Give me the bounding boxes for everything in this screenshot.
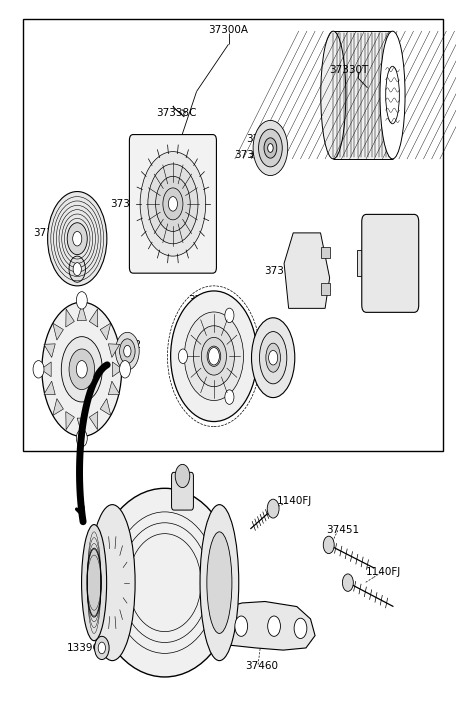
- Bar: [320, 283, 329, 294]
- Text: 37334: 37334: [234, 150, 267, 159]
- Polygon shape: [66, 411, 74, 430]
- Circle shape: [76, 430, 87, 447]
- Ellipse shape: [386, 66, 399, 124]
- Circle shape: [67, 222, 87, 254]
- Circle shape: [163, 188, 183, 220]
- Circle shape: [120, 361, 131, 378]
- Circle shape: [225, 390, 234, 404]
- Bar: [333, 31, 393, 159]
- Circle shape: [175, 465, 190, 488]
- Circle shape: [323, 537, 334, 553]
- Polygon shape: [108, 344, 120, 358]
- Ellipse shape: [184, 312, 244, 401]
- Circle shape: [33, 361, 44, 378]
- Text: 37300A: 37300A: [208, 25, 249, 35]
- Polygon shape: [100, 323, 111, 340]
- Ellipse shape: [380, 31, 405, 159]
- Ellipse shape: [170, 291, 257, 422]
- Circle shape: [61, 337, 102, 402]
- Circle shape: [69, 349, 95, 390]
- Text: 37342: 37342: [108, 340, 141, 350]
- Circle shape: [168, 196, 177, 211]
- Ellipse shape: [81, 525, 106, 640]
- Ellipse shape: [90, 505, 135, 661]
- Circle shape: [235, 616, 248, 636]
- Text: 37332: 37332: [246, 134, 279, 143]
- Ellipse shape: [42, 302, 122, 436]
- FancyBboxPatch shape: [362, 214, 419, 313]
- Polygon shape: [89, 309, 98, 327]
- Circle shape: [259, 129, 282, 167]
- Circle shape: [268, 144, 273, 153]
- Circle shape: [69, 256, 85, 282]
- FancyBboxPatch shape: [171, 473, 193, 510]
- Polygon shape: [284, 233, 329, 308]
- Text: 37311E: 37311E: [33, 228, 73, 238]
- Polygon shape: [44, 381, 55, 395]
- Circle shape: [124, 345, 131, 357]
- Text: 1140FJ: 1140FJ: [366, 567, 401, 577]
- Circle shape: [264, 138, 277, 158]
- Circle shape: [98, 642, 106, 654]
- Circle shape: [73, 231, 82, 246]
- Circle shape: [48, 191, 107, 286]
- Circle shape: [140, 152, 206, 256]
- Polygon shape: [108, 381, 120, 395]
- Circle shape: [73, 262, 81, 276]
- Ellipse shape: [207, 346, 221, 366]
- Ellipse shape: [94, 489, 235, 677]
- Polygon shape: [89, 411, 98, 430]
- Circle shape: [76, 361, 87, 378]
- Bar: [320, 246, 329, 258]
- Circle shape: [253, 121, 288, 175]
- Polygon shape: [53, 323, 64, 340]
- Bar: [23, 19, 443, 451]
- Text: 37340: 37340: [72, 324, 105, 334]
- Polygon shape: [66, 309, 74, 327]
- Ellipse shape: [202, 337, 227, 375]
- Circle shape: [120, 339, 135, 364]
- Circle shape: [269, 350, 278, 365]
- Circle shape: [268, 616, 281, 636]
- Ellipse shape: [266, 343, 281, 372]
- Circle shape: [294, 618, 307, 638]
- Ellipse shape: [260, 332, 287, 384]
- Ellipse shape: [321, 31, 346, 159]
- Text: 37390B: 37390B: [366, 244, 406, 254]
- Text: 1339GB: 1339GB: [67, 643, 109, 653]
- Ellipse shape: [87, 548, 101, 617]
- FancyBboxPatch shape: [129, 134, 217, 273]
- Text: 37330T: 37330T: [329, 65, 369, 75]
- Polygon shape: [77, 418, 86, 435]
- Bar: [357, 250, 367, 276]
- Text: 1140FJ: 1140FJ: [277, 497, 312, 507]
- Circle shape: [178, 349, 187, 364]
- Circle shape: [267, 499, 279, 518]
- Polygon shape: [44, 344, 55, 358]
- Ellipse shape: [193, 326, 234, 387]
- Polygon shape: [100, 398, 111, 416]
- Circle shape: [76, 292, 87, 309]
- Text: 37367E: 37367E: [188, 295, 228, 305]
- Polygon shape: [77, 304, 86, 321]
- Circle shape: [116, 332, 139, 370]
- Text: 37338C: 37338C: [156, 108, 197, 119]
- Circle shape: [155, 176, 190, 231]
- Ellipse shape: [200, 505, 239, 661]
- Polygon shape: [53, 398, 64, 416]
- Text: 37460: 37460: [245, 661, 278, 671]
- Polygon shape: [41, 362, 51, 377]
- Polygon shape: [213, 601, 315, 650]
- Circle shape: [225, 308, 234, 323]
- Circle shape: [342, 574, 353, 591]
- Circle shape: [95, 636, 109, 659]
- Text: 37370B: 37370B: [264, 265, 304, 276]
- Text: 37321B: 37321B: [111, 199, 151, 209]
- Circle shape: [148, 164, 198, 244]
- Circle shape: [208, 348, 219, 365]
- Ellipse shape: [207, 532, 232, 633]
- Polygon shape: [112, 362, 123, 377]
- Text: 37451: 37451: [326, 526, 359, 535]
- Ellipse shape: [251, 318, 295, 398]
